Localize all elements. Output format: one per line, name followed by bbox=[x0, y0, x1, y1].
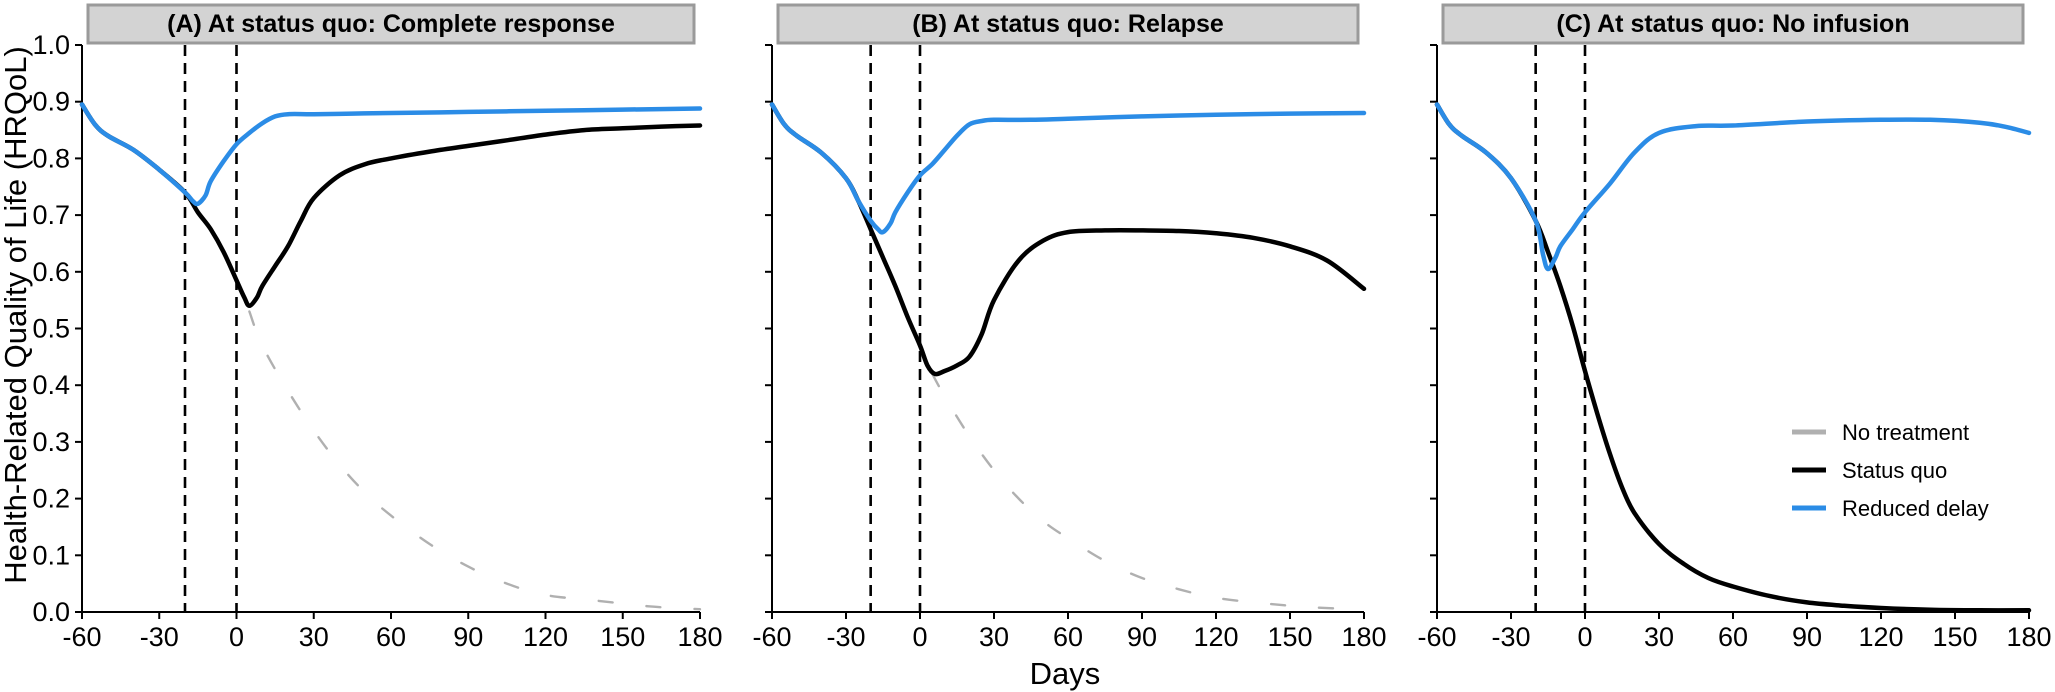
panel-title: (C) At status quo: No infusion bbox=[1556, 10, 1909, 38]
x-tick-label: -30 bbox=[1491, 622, 1530, 652]
panel-1: (A) At status quo: Complete response -60 -… bbox=[32, 3, 723, 652]
x-tick-label: 150 bbox=[600, 622, 645, 652]
y-tick-label: 1.0 bbox=[32, 30, 70, 60]
series-line-status-quo bbox=[1434, 102, 2032, 613]
series-line-reduced-delay bbox=[79, 102, 703, 207]
x-tick-label: 180 bbox=[2006, 622, 2051, 652]
y-tick-label: 0.1 bbox=[32, 540, 70, 570]
x-tick-label: 30 bbox=[1644, 622, 1674, 652]
x-tick-label: -60 bbox=[752, 622, 791, 652]
x-tick-label: 150 bbox=[1932, 622, 1977, 652]
x-tick-label: -60 bbox=[1417, 622, 1456, 652]
panel-title: (A) At status quo: Complete response bbox=[167, 10, 615, 38]
x-tick-label: 0 bbox=[1577, 622, 1592, 652]
y-tick-label: 0.5 bbox=[32, 314, 70, 344]
x-tick-label: -60 bbox=[62, 622, 101, 652]
y-tick-label: 0.2 bbox=[32, 484, 70, 514]
x-tick-label: 180 bbox=[677, 622, 722, 652]
y-tick-label: 0.6 bbox=[32, 257, 70, 287]
x-tick-label: 90 bbox=[1127, 622, 1157, 652]
panel-3: (C) At status quo: No infusion -60 -30 0 30 6… bbox=[1417, 3, 2052, 652]
x-tick-label: 60 bbox=[1053, 622, 1083, 652]
series-line-no-treatment bbox=[1435, 103, 2031, 612]
x-tick-label: 30 bbox=[979, 622, 1009, 652]
x-tick-label: 180 bbox=[1341, 622, 1386, 652]
legend-label: No treatment bbox=[1842, 420, 1969, 445]
legend: No treatment Status quo Reduced delay bbox=[1792, 420, 1989, 521]
y-tick-label: 0.8 bbox=[32, 143, 70, 173]
y-tick-label: 0.7 bbox=[32, 200, 70, 230]
x-tick-label: -30 bbox=[140, 622, 179, 652]
x-tick-label: 90 bbox=[1792, 622, 1822, 652]
y-tick-label: 0.9 bbox=[32, 87, 70, 117]
series-line-status-quo bbox=[769, 102, 1367, 377]
x-tick-label: 120 bbox=[523, 622, 568, 652]
x-axis-title: Days bbox=[1030, 656, 1101, 691]
panel-strip bbox=[776, 3, 1360, 45]
x-tick-label: 120 bbox=[1858, 622, 1903, 652]
series-line-reduced-delay bbox=[769, 102, 1367, 235]
y-tick-label: 0.0 bbox=[32, 597, 70, 627]
y-axis-title: Health-Related Quality of Life (HRQoL) bbox=[0, 46, 33, 584]
y-tick-label: 0.3 bbox=[32, 427, 70, 457]
x-tick-label: 30 bbox=[299, 622, 329, 652]
legend-label: Status quo bbox=[1842, 458, 1947, 483]
series-line-reduced-delay bbox=[1434, 102, 2032, 272]
x-tick-label: 150 bbox=[1267, 622, 1312, 652]
panel-2: (B) At status quo: Relapse -60 -30 0 30 60 90 1… bbox=[752, 3, 1387, 652]
series-line-no-treatment bbox=[931, 372, 1366, 611]
x-tick-label: 0 bbox=[229, 622, 244, 652]
y-tick-label: 0.4 bbox=[32, 370, 70, 400]
series-line-status-quo bbox=[79, 102, 703, 309]
x-tick-label: 120 bbox=[1193, 622, 1238, 652]
panel-strip bbox=[1441, 3, 2025, 45]
x-tick-label: 60 bbox=[1718, 622, 1748, 652]
x-tick-label: 0 bbox=[912, 622, 927, 652]
x-tick-label: 90 bbox=[453, 622, 483, 652]
series-line-no-treatment bbox=[248, 310, 702, 611]
x-tick-label: 60 bbox=[376, 622, 406, 652]
panel-title: (B) At status quo: Relapse bbox=[912, 10, 1224, 38]
x-tick-label: -30 bbox=[826, 622, 865, 652]
legend-label: Reduced delay bbox=[1842, 496, 1989, 521]
panel-strip bbox=[86, 3, 696, 45]
